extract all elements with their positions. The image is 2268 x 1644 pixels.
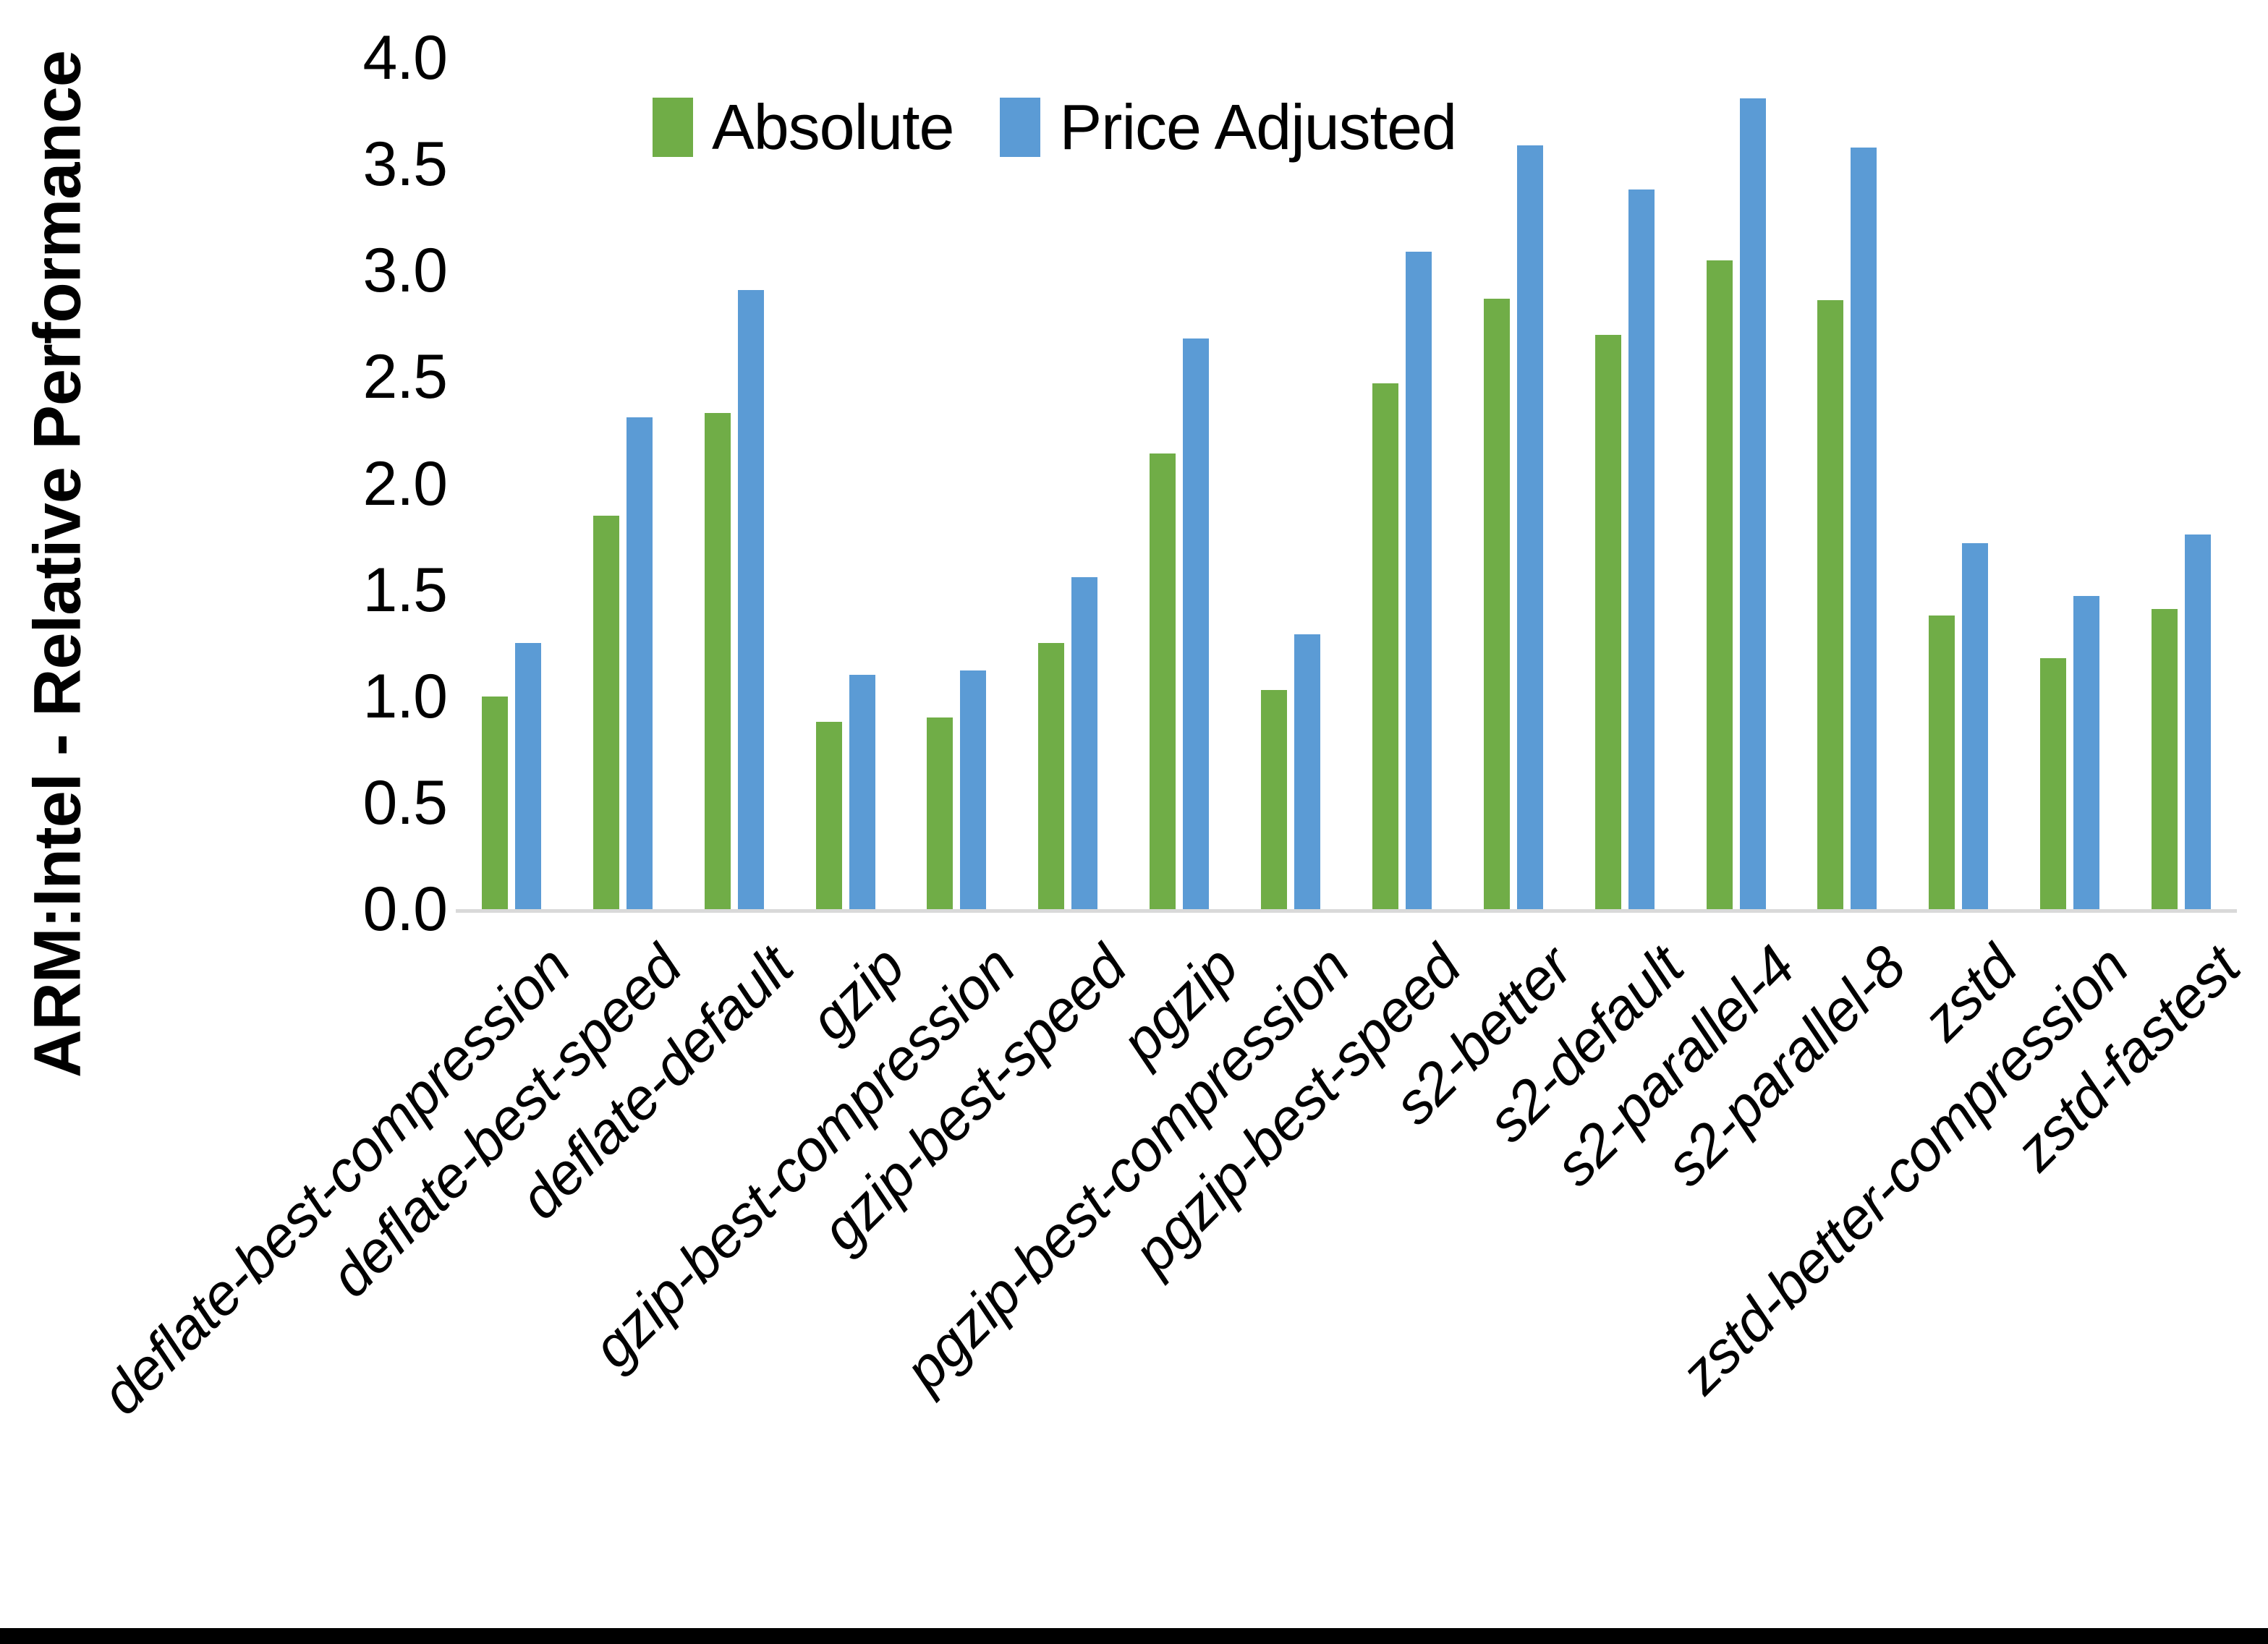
bar-absolute-deflate-best-speed	[593, 516, 619, 909]
legend-label-absolute: Absolute	[712, 91, 954, 163]
bar-group-pgzip-best-compression	[1235, 0, 1346, 909]
y-tick-label-1.0: 1.0	[362, 662, 448, 731]
bar-price-adjusted-zstd	[1962, 543, 1989, 909]
bar-price-adjusted-deflate-best-compression	[514, 643, 541, 909]
bar-group-gzip-best-compression	[901, 0, 1013, 909]
bar-price-adjusted-gzip-best-compression	[960, 670, 987, 909]
bar-group-s2-better	[1458, 0, 1569, 909]
legend: Absolute Price Adjusted	[653, 91, 1457, 163]
bar-group-s2-parallel-4	[1681, 0, 1792, 909]
bar-absolute-gzip-best-compression	[927, 717, 954, 909]
y-tick-label-2.5: 2.5	[362, 342, 448, 412]
legend-item-absolute: Absolute	[653, 93, 954, 162]
y-tick-label-1.5: 1.5	[362, 555, 448, 625]
bar-group-deflate-default	[679, 0, 790, 909]
bar-price-adjusted-zstd-fastest	[2185, 534, 2212, 909]
bar-absolute-zstd-better-compression	[2040, 658, 2067, 909]
y-tick-label-0.5: 0.5	[362, 768, 448, 838]
bar-group-zstd-better-compression	[2014, 0, 2125, 909]
y-tick-label-3.5: 3.5	[362, 129, 448, 199]
bar-price-adjusted-pgzip	[1183, 338, 1210, 909]
bar-price-adjusted-pgzip-best-compression	[1294, 634, 1321, 909]
bar-price-adjusted-gzip	[849, 675, 875, 909]
bar-absolute-pgzip	[1150, 453, 1176, 909]
bar-absolute-zstd	[1929, 616, 1955, 909]
bar-absolute-deflate-default	[704, 413, 731, 909]
bar-price-adjusted-gzip-best-speed	[1071, 577, 1098, 909]
bar-group-s2-default	[1569, 0, 1681, 909]
legend-swatch-price-adjusted-icon	[1000, 98, 1041, 157]
bar-group-pgzip	[1124, 0, 1235, 909]
plot-area	[456, 0, 2237, 913]
y-tick-label-3.0: 3.0	[362, 236, 448, 305]
bar-group-deflate-best-speed	[567, 0, 679, 909]
bar-price-adjusted-deflate-best-speed	[626, 417, 653, 909]
bar-absolute-deflate-best-compression	[481, 697, 508, 909]
bar-absolute-gzip	[815, 722, 842, 909]
legend-swatch-absolute-icon	[653, 98, 693, 157]
bar-absolute-s2-parallel-4	[1706, 260, 1733, 909]
bar-group-zstd	[1903, 0, 2014, 909]
bar-absolute-pgzip-best-speed	[1372, 383, 1398, 909]
bar-group-deflate-best-compression	[456, 0, 567, 909]
bar-absolute-s2-better	[1483, 299, 1510, 909]
bar-price-adjusted-s2-parallel-4	[1739, 98, 1766, 909]
bar-price-adjusted-s2-parallel-8	[1851, 148, 1877, 909]
bar-group-gzip	[790, 0, 901, 909]
bar-absolute-s2-parallel-8	[1817, 300, 1844, 909]
y-tick-label-2.0: 2.0	[362, 449, 448, 519]
y-tick-label-4.0: 4.0	[362, 23, 448, 93]
bar-absolute-gzip-best-speed	[1038, 643, 1065, 909]
bar-price-adjusted-zstd-better-compression	[2073, 596, 2100, 909]
bar-group-zstd-fastest	[2125, 0, 2237, 909]
bar-price-adjusted-s2-default	[1628, 189, 1655, 909]
bar-absolute-pgzip-best-compression	[1261, 690, 1288, 909]
bar-group-pgzip-best-speed	[1346, 0, 1458, 909]
bar-price-adjusted-s2-better	[1516, 145, 1543, 909]
bottom-border-bar	[0, 1628, 2268, 1644]
y-tick-label-0.0: 0.0	[362, 874, 448, 944]
bar-price-adjusted-pgzip-best-speed	[1405, 252, 1432, 909]
bar-absolute-s2-default	[1594, 335, 1621, 909]
bar-absolute-zstd-fastest	[2152, 609, 2178, 909]
bar-group-gzip-best-speed	[1012, 0, 1124, 909]
y-axis-title: ARM:Intel - Relative Performance	[20, 51, 95, 1078]
legend-item-price-adjusted: Price Adjusted	[1000, 91, 1457, 163]
bar-group-s2-parallel-8	[1792, 0, 1903, 909]
bar-price-adjusted-deflate-default	[737, 290, 764, 909]
legend-label-price-adjusted: Price Adjusted	[1059, 91, 1457, 163]
